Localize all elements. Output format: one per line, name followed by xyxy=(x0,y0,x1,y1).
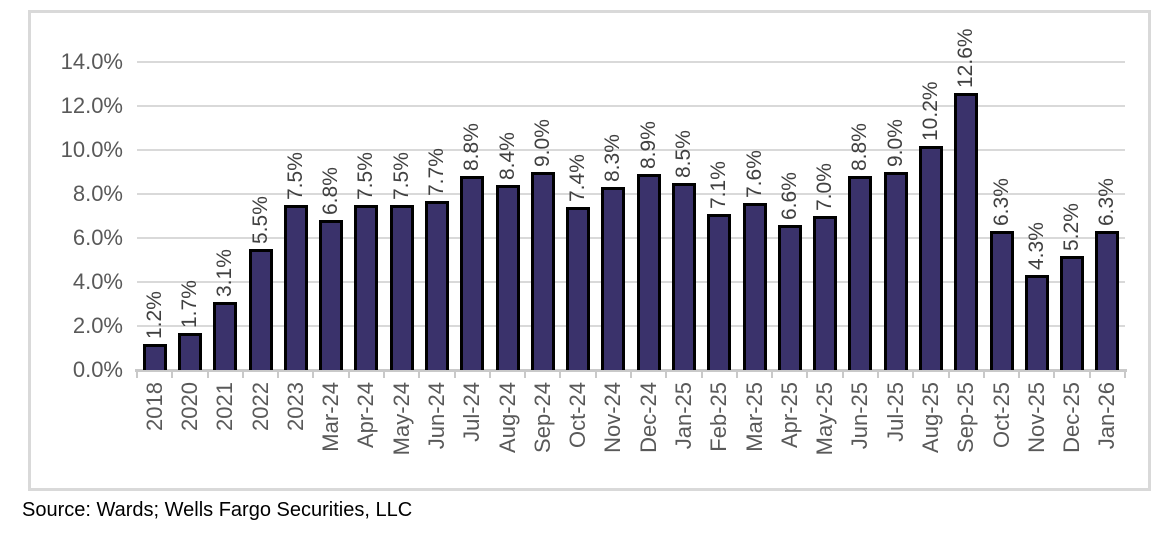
source-note: Source: Wards; Wells Fargo Securities, L… xyxy=(22,499,413,521)
chart-frame xyxy=(28,10,1151,491)
